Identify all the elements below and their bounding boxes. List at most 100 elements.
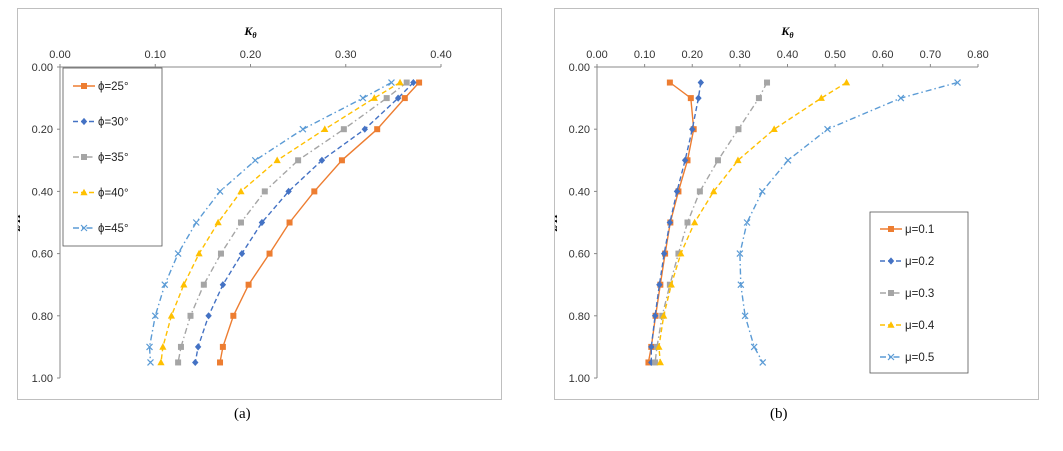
legend-item: ϕ=35° xyxy=(73,152,129,164)
data-point xyxy=(177,343,184,350)
series-3 xyxy=(175,79,410,366)
data-point xyxy=(403,79,410,86)
data-point xyxy=(684,219,691,226)
legend-item: μ=0.4 xyxy=(880,320,935,332)
data-point xyxy=(359,94,367,102)
data-point xyxy=(258,218,266,227)
legend-item: ϕ=30° xyxy=(73,117,129,129)
legend-label: μ=0.5 xyxy=(905,352,934,364)
legend-marker xyxy=(887,321,895,328)
legend-item: μ=0.1 xyxy=(880,224,934,236)
data-point xyxy=(261,188,268,195)
data-point xyxy=(667,280,675,288)
data-point xyxy=(146,343,153,351)
caption-a: (a) xyxy=(234,406,251,422)
legend-label: μ=0.3 xyxy=(905,288,934,300)
x-tick-label: 0.20 xyxy=(240,49,261,61)
data-point xyxy=(318,156,326,164)
x-tick-label: 0.10 xyxy=(145,49,166,61)
data-point xyxy=(230,312,237,319)
data-point xyxy=(217,359,224,366)
y-tick-label: 0.80 xyxy=(569,311,590,323)
legend-marker xyxy=(80,224,88,232)
data-point xyxy=(383,95,390,102)
y-tick-label: 0.60 xyxy=(32,249,53,261)
data-point xyxy=(741,312,749,320)
data-point xyxy=(216,187,224,195)
series-line xyxy=(219,82,420,363)
series-line xyxy=(148,81,392,363)
legend-item: ϕ=45° xyxy=(73,223,129,235)
data-point xyxy=(147,359,154,366)
chart-b-svg: 0.00 0.10 0.20 0.30 0.40 0.50 0.60 0.70 0.80 0.00… xyxy=(555,24,989,385)
data-point xyxy=(238,250,246,258)
series-line xyxy=(654,82,768,363)
legend-label: ϕ=30° xyxy=(98,117,129,129)
data-point xyxy=(194,343,202,351)
legend-marker xyxy=(888,226,894,232)
data-point xyxy=(750,343,758,351)
data-point xyxy=(677,249,685,257)
chart-a-svg: 0.00 0.10 0.20 0.30 0.40 0.00 0.20 0.40 0.60 0.80… xyxy=(18,24,452,385)
x-tick-label: 0.00 xyxy=(586,49,607,61)
data-point xyxy=(817,94,825,101)
data-point xyxy=(714,157,721,164)
data-point xyxy=(200,281,207,288)
legend-marker xyxy=(888,290,894,296)
legend: ϕ=25° ϕ=30° ϕ=35° ϕ=40° ϕ=45° xyxy=(62,67,163,247)
data-point xyxy=(687,95,694,102)
data-point xyxy=(734,156,742,164)
data-point xyxy=(161,281,169,289)
legend-item: μ=0.3 xyxy=(880,288,934,300)
y-tick-label: 0.00 xyxy=(32,62,53,74)
x-tick-label: 0.80 xyxy=(967,49,988,61)
legend-item: ϕ=40° xyxy=(73,188,129,200)
data-point xyxy=(217,250,224,257)
x-axis-title: Kθ xyxy=(780,24,794,40)
x-tick-label: 0.60 xyxy=(872,49,893,61)
data-point xyxy=(695,94,702,102)
data-point xyxy=(401,95,408,102)
data-point xyxy=(388,79,395,86)
x-tick-label: 0.30 xyxy=(729,49,750,61)
series-1 xyxy=(217,79,423,366)
data-point xyxy=(660,250,668,258)
data-point xyxy=(764,79,771,86)
legend-label: μ=0.4 xyxy=(905,320,935,332)
data-point xyxy=(689,125,696,133)
data-point xyxy=(696,188,703,195)
data-point xyxy=(151,312,159,320)
data-point xyxy=(735,126,742,133)
x-tick-label: 0.00 xyxy=(49,49,70,61)
x-tick-label: 0.20 xyxy=(682,49,703,61)
data-point xyxy=(266,250,273,257)
data-point xyxy=(755,95,762,102)
series-line xyxy=(160,81,401,363)
data-point xyxy=(273,156,281,164)
data-point xyxy=(758,187,766,195)
series-4 xyxy=(655,78,851,366)
data-point xyxy=(394,94,402,102)
x-tick-label: 0.40 xyxy=(777,49,798,61)
data-point xyxy=(157,358,165,366)
legend-label: ϕ=45° xyxy=(98,223,129,235)
data-point xyxy=(737,281,745,289)
y-axis-title: z/H xyxy=(18,213,23,232)
data-point xyxy=(416,79,423,86)
y-tick-label: 0.00 xyxy=(569,62,590,74)
data-point xyxy=(842,78,851,86)
series-2 xyxy=(192,78,417,367)
data-point xyxy=(697,78,705,87)
legend-marker xyxy=(80,117,88,126)
x-tick-label: 0.50 xyxy=(824,49,845,61)
y-tick-label: 0.40 xyxy=(569,186,590,198)
y-tick-label: 0.20 xyxy=(32,124,53,136)
data-point xyxy=(175,359,182,366)
legend-label: ϕ=40° xyxy=(98,188,129,200)
x-tick-label: 0.40 xyxy=(430,49,451,61)
data-point xyxy=(245,281,252,288)
legend-marker xyxy=(887,353,895,361)
data-point xyxy=(214,218,222,226)
data-point xyxy=(660,312,668,319)
y-tick-label: 1.00 xyxy=(32,373,53,385)
